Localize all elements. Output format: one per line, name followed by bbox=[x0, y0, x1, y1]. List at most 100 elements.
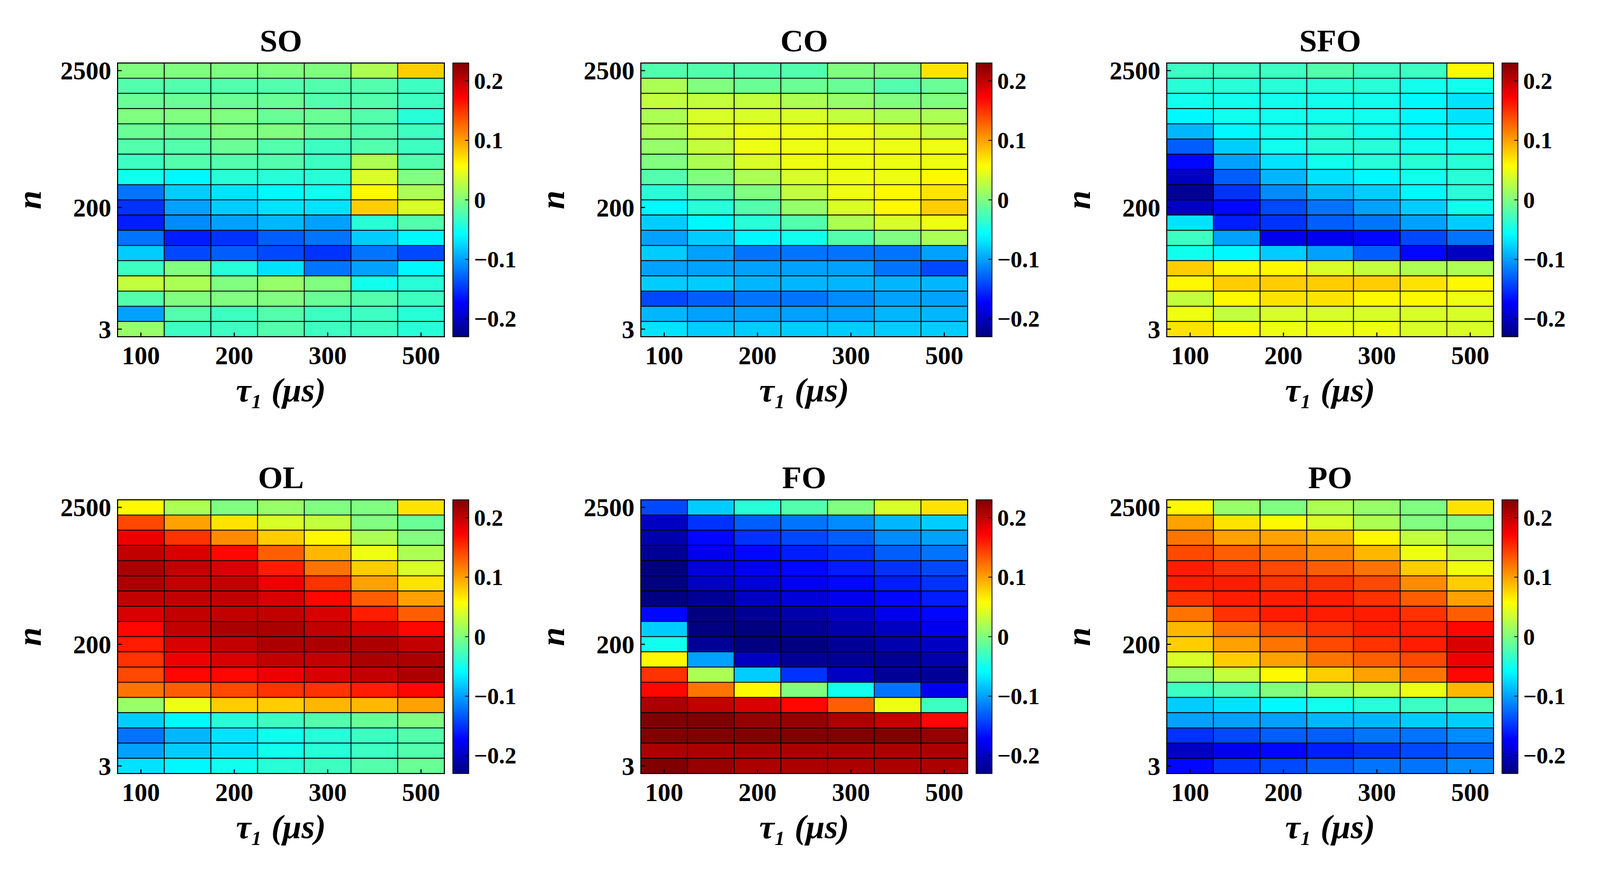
cell bbox=[827, 169, 875, 185]
y-tick bbox=[640, 644, 646, 646]
colorbar-tick bbox=[988, 318, 992, 320]
cell bbox=[1259, 108, 1307, 124]
cell bbox=[397, 651, 445, 668]
cell bbox=[210, 758, 258, 774]
cell bbox=[640, 576, 688, 592]
x-tick bbox=[943, 332, 945, 337]
cell bbox=[1213, 637, 1260, 653]
cell bbox=[304, 499, 352, 516]
cell bbox=[117, 591, 165, 607]
cell bbox=[1353, 306, 1401, 323]
cell bbox=[351, 606, 398, 622]
cell bbox=[687, 515, 735, 531]
cell bbox=[734, 530, 781, 546]
x-tick bbox=[327, 769, 329, 774]
cell bbox=[210, 651, 258, 668]
colorbar-tick bbox=[1514, 755, 1518, 757]
colorbar-tick bbox=[988, 80, 992, 82]
cell bbox=[257, 530, 305, 546]
cell bbox=[164, 591, 211, 607]
cell bbox=[1353, 667, 1401, 683]
x-tick bbox=[1469, 769, 1471, 774]
cell bbox=[210, 123, 258, 140]
cell bbox=[827, 667, 875, 683]
cell bbox=[257, 260, 305, 276]
cell bbox=[257, 515, 305, 531]
cell bbox=[304, 291, 352, 307]
cell bbox=[1400, 169, 1447, 185]
cell bbox=[687, 63, 735, 79]
x-tick bbox=[1282, 769, 1284, 774]
cell bbox=[780, 123, 828, 140]
cell bbox=[1400, 728, 1447, 744]
cell bbox=[874, 560, 922, 577]
cell bbox=[1166, 154, 1214, 170]
x-axis-label: τ₁ (μs) bbox=[236, 808, 327, 846]
cell bbox=[164, 63, 211, 79]
colorbar-tick-label: −0.1 bbox=[1523, 683, 1566, 710]
cell bbox=[257, 215, 305, 231]
cell bbox=[257, 184, 305, 201]
cell bbox=[164, 545, 211, 561]
cell bbox=[304, 139, 352, 155]
cell bbox=[734, 184, 781, 201]
cell bbox=[164, 78, 211, 94]
colorbar bbox=[1502, 499, 1518, 774]
cell bbox=[351, 621, 398, 638]
cell bbox=[164, 321, 211, 337]
cell bbox=[164, 291, 211, 307]
cell bbox=[780, 515, 828, 531]
cell bbox=[780, 154, 828, 170]
cell bbox=[1213, 321, 1260, 337]
cell bbox=[1259, 123, 1307, 140]
cell bbox=[1306, 697, 1354, 713]
cell bbox=[874, 139, 922, 155]
cell bbox=[1306, 139, 1354, 155]
x-tick-label: 100 bbox=[1171, 341, 1210, 370]
cell bbox=[117, 260, 165, 276]
cell bbox=[827, 108, 875, 124]
cell bbox=[734, 123, 781, 140]
cell bbox=[1400, 78, 1447, 94]
y-tick-label: 2500 bbox=[583, 493, 635, 522]
cell bbox=[1166, 621, 1214, 638]
cell bbox=[921, 260, 968, 276]
cell bbox=[1166, 682, 1214, 699]
cell bbox=[780, 260, 828, 276]
cell bbox=[687, 499, 735, 516]
cell bbox=[1353, 63, 1401, 79]
cell bbox=[257, 275, 305, 292]
cell bbox=[351, 215, 398, 231]
y-axis-label: n bbox=[1059, 190, 1098, 210]
cell bbox=[1446, 606, 1494, 622]
cell bbox=[257, 682, 305, 699]
cell bbox=[1400, 697, 1447, 713]
cell bbox=[1259, 728, 1307, 744]
cell bbox=[921, 200, 968, 216]
cell bbox=[780, 758, 828, 774]
y-axis-label: n bbox=[10, 190, 49, 210]
colorbar-tick-label: 0 bbox=[1523, 624, 1535, 651]
cell bbox=[780, 621, 828, 638]
cell bbox=[117, 758, 165, 774]
cell bbox=[1166, 530, 1214, 546]
cell bbox=[1259, 651, 1307, 668]
cell bbox=[397, 560, 445, 577]
x-tick bbox=[1282, 332, 1284, 337]
cell bbox=[164, 499, 211, 516]
cell bbox=[1446, 621, 1494, 638]
cell bbox=[874, 200, 922, 216]
frame bbox=[640, 499, 968, 774]
cell bbox=[874, 499, 922, 516]
cell bbox=[687, 275, 735, 292]
cell bbox=[921, 139, 968, 155]
cell bbox=[1213, 651, 1260, 668]
cell bbox=[827, 260, 875, 276]
cell bbox=[1446, 93, 1494, 109]
cell bbox=[164, 560, 211, 577]
cell bbox=[921, 93, 968, 109]
cell bbox=[687, 682, 735, 699]
cell bbox=[1306, 667, 1354, 683]
cell bbox=[687, 260, 735, 276]
cell bbox=[164, 606, 211, 622]
